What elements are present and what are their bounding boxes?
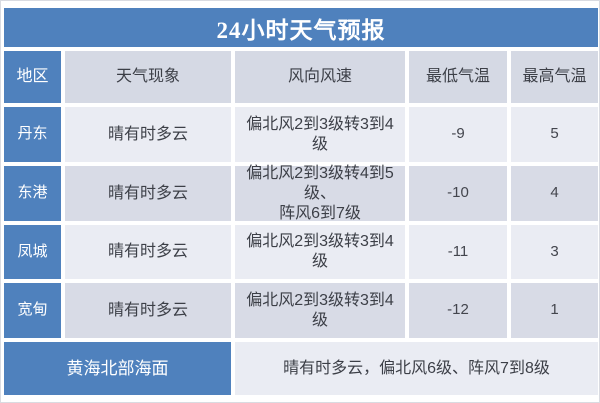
column-header-weather: 天气现象 — [65, 51, 231, 103]
sea-area-cell: 黄海北部海面 — [4, 342, 231, 395]
min-temp-cell: -9 — [409, 107, 507, 162]
region-cell-fengcheng: 凤城 — [4, 225, 61, 279]
wind-cell: 偏北风2到3级转4到5级、 阵风6到7级 — [235, 165, 405, 222]
column-header-min-temp: 最低气温 — [409, 51, 507, 103]
weather-cell: 晴有时多云 — [65, 283, 231, 338]
min-temp-cell: -10 — [409, 166, 507, 221]
weather-cell: 晴有时多云 — [65, 166, 231, 221]
max-temp-cell: 4 — [511, 166, 598, 221]
min-temp-cell: -12 — [409, 283, 507, 338]
wind-cell: 偏北风2到3级转3到4级 — [235, 107, 405, 162]
max-temp-cell: 1 — [511, 283, 598, 338]
min-temp-cell: -11 — [409, 225, 507, 279]
max-temp-cell: 3 — [511, 225, 598, 279]
table-title: 24小时天气预报 — [4, 8, 598, 47]
column-header-wind: 风向风速 — [235, 51, 405, 103]
wind-cell: 偏北风2到3级转3到4级 — [235, 225, 405, 279]
weather-table: 24小时天气预报 地区 天气现象 风向风速 最低气温 最高气温 丹东 晴有时多云… — [4, 8, 598, 395]
region-cell-kuandian: 宽甸 — [4, 283, 61, 338]
weather-cell: 晴有时多云 — [65, 107, 231, 162]
column-header-region: 地区 — [4, 51, 61, 103]
wind-cell: 偏北风2到3级转3到4级 — [235, 283, 405, 338]
sea-forecast-cell: 晴有时多云，偏北风6级、阵风7到8级 — [235, 342, 598, 395]
region-cell-donggang: 东港 — [4, 166, 61, 221]
region-cell-dandong: 丹东 — [4, 107, 61, 162]
weather-cell: 晴有时多云 — [65, 225, 231, 279]
max-temp-cell: 5 — [511, 107, 598, 162]
column-header-max-temp: 最高气温 — [511, 51, 598, 103]
